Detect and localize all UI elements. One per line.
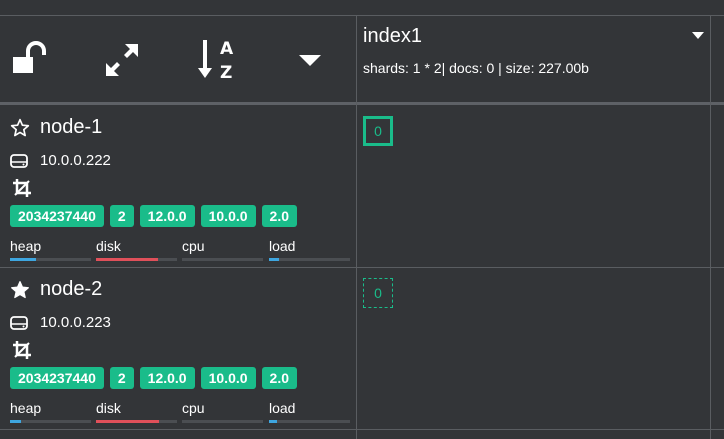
- metric-label: disk: [96, 238, 121, 254]
- node-name[interactable]: node-1: [40, 116, 103, 138]
- unlock-icon[interactable]: [8, 40, 48, 76]
- metric-disk: disk: [96, 238, 177, 261]
- crop-icon: [12, 178, 34, 200]
- heap-bytes-badge: 2034237440: [10, 205, 104, 227]
- load-bar: [269, 420, 278, 423]
- star-filled-icon[interactable]: [10, 280, 30, 300]
- expand-icon[interactable]: [102, 40, 142, 80]
- metric-heap: heap: [10, 400, 91, 423]
- index-name[interactable]: index1: [363, 25, 422, 47]
- index-menu-caret-icon[interactable]: [691, 27, 705, 45]
- node-row: node-1 10.0.0.222 2034237440 2 12.0.0 10…: [10, 116, 352, 266]
- node-badges: 2034237440 2 12.0.0 10.0.0 2.0: [10, 205, 298, 227]
- load-bar: [269, 258, 279, 261]
- heap-bar: [10, 420, 22, 423]
- hard-drive-icon: [10, 315, 30, 330]
- node-name[interactable]: node-2: [40, 278, 103, 300]
- metric-track: [10, 258, 91, 261]
- metric-label: cpu: [182, 400, 205, 416]
- metric-label: heap: [10, 400, 42, 416]
- disk-bar: [96, 258, 158, 261]
- column-divider: [356, 15, 357, 439]
- metric-heap: heap: [10, 238, 91, 261]
- metric-label: cpu: [182, 238, 205, 254]
- metric-label: disk: [96, 400, 121, 416]
- version-badge: 10.0.0: [200, 367, 256, 389]
- column-divider: [710, 15, 711, 439]
- metric-load: load: [269, 238, 350, 261]
- metric-track: [96, 258, 177, 261]
- cpu-count-badge: 2: [109, 205, 134, 227]
- metric-track: [269, 420, 350, 423]
- metric-track: [10, 420, 91, 423]
- node-ip: 10.0.0.222: [40, 152, 111, 169]
- metric-cpu: cpu: [182, 400, 263, 423]
- version-badge: 12.0.0: [139, 367, 195, 389]
- svg-text:Z: Z: [220, 63, 232, 82]
- metric-track: [269, 258, 350, 261]
- node-row: node-2 10.0.0.223 2034237440 2 12.0.0 10…: [10, 278, 352, 428]
- cpu-count-badge: 2: [109, 367, 134, 389]
- metric-disk: disk: [96, 400, 177, 423]
- replica-shard[interactable]: 0: [363, 278, 393, 308]
- node-metrics: heap disk cpu load: [10, 238, 352, 268]
- grid-line: [0, 15, 724, 16]
- metric-track: [182, 258, 263, 261]
- metric-label: heap: [10, 238, 42, 254]
- version-badge: 12.0.0: [139, 205, 195, 227]
- metric-track: [182, 420, 263, 423]
- metric-cpu: cpu: [182, 238, 263, 261]
- sort-alpha-icon[interactable]: A Z: [196, 36, 242, 82]
- metric-label: load: [269, 400, 296, 416]
- metric-label: load: [269, 238, 296, 254]
- hard-drive-icon: [10, 153, 30, 168]
- node-badges: 2034237440 2 12.0.0 10.0.0 2.0: [10, 367, 298, 389]
- svg-text:A: A: [220, 39, 234, 59]
- node-ip: 10.0.0.223: [40, 314, 111, 331]
- header-divider: [0, 102, 724, 105]
- version-badge: 2.0: [261, 205, 298, 227]
- star-outline-icon[interactable]: [10, 118, 30, 138]
- crop-icon: [12, 340, 34, 362]
- disk-bar: [96, 420, 160, 423]
- row-divider: [0, 267, 724, 268]
- row-divider: [0, 429, 724, 430]
- heap-bar: [10, 258, 36, 261]
- index-stats: shards: 1 * 2| docs: 0 | size: 227.00b: [363, 60, 589, 76]
- heap-bytes-badge: 2034237440: [10, 367, 104, 389]
- version-badge: 10.0.0: [200, 205, 256, 227]
- primary-shard[interactable]: 0: [363, 116, 393, 146]
- caret-down-icon[interactable]: [296, 50, 324, 70]
- metric-load: load: [269, 400, 350, 423]
- metric-track: [96, 420, 177, 423]
- version-badge: 2.0: [261, 367, 298, 389]
- node-metrics: heap disk cpu load: [10, 400, 352, 430]
